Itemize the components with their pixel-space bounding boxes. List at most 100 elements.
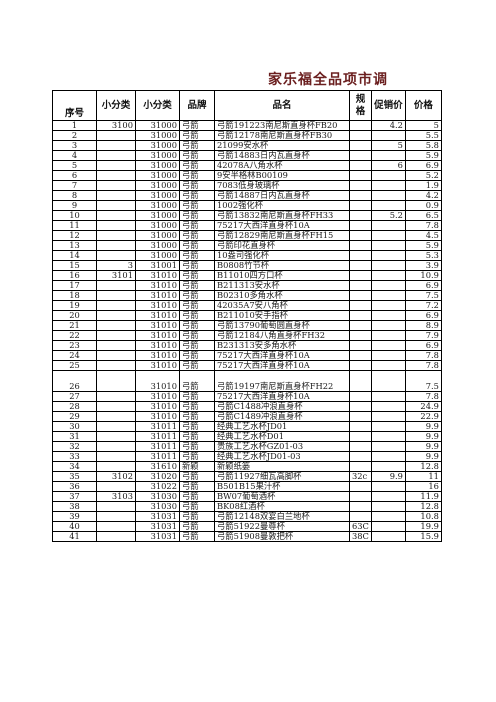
row-seq: 2: [52, 130, 97, 141]
row-price: 5.3: [404, 250, 442, 261]
row-subcategory-1: [96, 441, 136, 452]
row-subcategory-2: 31010: [135, 401, 180, 412]
row-brand: 弓箭: [179, 521, 215, 532]
row-product-name: 弓箭12184八角直身杯FH32: [214, 330, 350, 341]
row-product-name: BW07葡萄酒杯: [214, 491, 350, 502]
row-seq: 25: [52, 360, 97, 371]
header-promo-price: 促销价: [370, 90, 406, 121]
row-product-name: 弓箭11927细瓦高脚杯: [214, 471, 350, 482]
row-brand: 弓箭: [179, 300, 215, 311]
row-subcategory-2: 31000: [135, 190, 180, 201]
row-brand: 弓箭: [179, 340, 215, 351]
header-seq: 序号: [52, 90, 97, 121]
row-brand: 弓箭: [179, 481, 215, 492]
row-spec: [349, 120, 372, 131]
row-subcategory-1: [96, 350, 136, 361]
row-price: 5.5: [404, 130, 442, 141]
row-price: 5.9: [404, 240, 442, 251]
row-brand: 弓箭: [179, 531, 215, 542]
table-row: 31 31011 弓箭 经典工艺水杯D01 9.9: [52, 431, 442, 442]
row-product-name: BK08红酒杯: [214, 501, 350, 512]
row-brand: 弓箭: [179, 160, 215, 171]
table-row: 26 31010 弓箭 弓箭19197南尼斯直身杯FH22 7.5: [52, 370, 442, 392]
row-spec: [349, 220, 372, 231]
row-spec: [349, 150, 372, 161]
row-seq: 20: [52, 310, 97, 321]
table-row: 7 31000 弓箭 7083低身玻璃杯 1.9: [52, 180, 442, 191]
table-row: 8 31000 弓箭 弓箭14887日内瓦直身杯 4.2: [52, 190, 442, 201]
row-product-name: 弓箭51908曼敦把杯: [214, 531, 350, 542]
row-subcategory-1: [96, 150, 136, 161]
row-price: 7.8: [404, 360, 442, 371]
row-promo-price: [370, 220, 406, 231]
row-price: 1.9: [404, 180, 442, 191]
row-price: 9.9: [404, 431, 442, 442]
row-product-name: 10盎司强化杯: [214, 250, 350, 261]
row-subcategory-1: [96, 340, 136, 351]
row-spec: [349, 431, 372, 442]
row-spec: [349, 451, 372, 462]
row-product-name: 弓箭12178南尼斯直身杯FB30: [214, 130, 350, 141]
row-seq: 39: [52, 511, 97, 522]
row-price: 7.5: [404, 290, 442, 301]
row-promo-price: [370, 280, 406, 291]
row-seq: 11: [52, 220, 97, 231]
row-product-name: 弓箭12829南尼斯直身杯FH15: [214, 230, 350, 241]
row-promo-price: [370, 511, 406, 522]
table-row: 37 3103 31030 弓箭 BW07葡萄酒杯 11.9: [52, 491, 442, 502]
row-product-name: 弓箭13832南尼斯直身杯FH33: [214, 210, 350, 221]
row-promo-price: [370, 411, 406, 422]
row-subcategory-1: [96, 180, 136, 191]
row-spec: [349, 270, 372, 281]
row-price: 3.9: [404, 260, 442, 271]
row-product-name: 经典工艺水杯D01: [214, 431, 350, 442]
row-subcategory-1: [96, 200, 136, 211]
table-row: 23 31010 弓箭 B231313安多角水杯 6.9: [52, 340, 442, 351]
row-seq: 1: [52, 120, 97, 131]
table-row: 3 31000 弓箭 21099安水杯 5 5.8: [52, 140, 442, 151]
row-product-name: 弓箭14887日内瓦直身杯: [214, 190, 350, 201]
row-brand: 弓箭: [179, 170, 215, 181]
row-subcategory-1: 3100: [96, 120, 136, 131]
row-spec: [349, 250, 372, 261]
row-promo-price: [370, 240, 406, 251]
row-seq: 28: [52, 401, 97, 412]
row-price: 6.9: [404, 340, 442, 351]
row-promo-price: [370, 340, 406, 351]
row-seq: 26: [52, 370, 97, 392]
row-product-name: 弓箭C1489冲浪直身杯: [214, 411, 350, 422]
row-spec: [349, 300, 372, 311]
table-row: 5 31000 弓箭 42078A八角水杯 6 6.9: [52, 160, 442, 171]
table-row: 14 31000 弓箭 10盎司强化杯 5.3: [52, 250, 442, 261]
row-seq: 35: [52, 471, 97, 482]
row-seq: 40: [52, 521, 97, 532]
row-price: 12.8: [404, 461, 442, 472]
row-subcategory-1: [96, 370, 136, 392]
row-promo-price: 4.2: [370, 120, 406, 131]
row-price: 5.8: [404, 140, 442, 151]
table-row: 40 31031 弓箭 弓箭51922曼尊杯 63C 19.9: [52, 521, 442, 532]
row-promo-price: 5: [370, 140, 406, 151]
row-subcategory-1: [96, 230, 136, 241]
table-row: 21 31010 弓箭 弓箭13790葡萄圆直身杯 8.9: [52, 320, 442, 331]
row-product-name: 42078A八角水杯: [214, 160, 350, 171]
row-brand: 弓箭: [179, 230, 215, 241]
row-product-name: 1002强化杯: [214, 200, 350, 211]
table-row: 17 31010 弓箭 B211313安水杯 6.9: [52, 280, 442, 291]
row-subcategory-1: [96, 220, 136, 231]
table-row: 41 31031 弓箭 弓箭51908曼敦把杯 38C 15.9: [52, 531, 442, 542]
row-seq: 38: [52, 501, 97, 512]
row-subcategory-2: 31010: [135, 391, 180, 402]
row-seq: 9: [52, 200, 97, 211]
row-subcategory-2: 31030: [135, 501, 180, 512]
row-spec: [349, 501, 372, 512]
row-price: 9.9: [404, 421, 442, 432]
row-subcategory-1: [96, 300, 136, 311]
row-seq: 12: [52, 230, 97, 241]
table-row: 11 31000 弓箭 75217大西洋直身杯10A 7.8: [52, 220, 442, 231]
row-seq: 22: [52, 330, 97, 341]
row-subcategory-2: 31022: [135, 481, 180, 492]
row-product-name: 75217大西洋直身杯10A: [214, 391, 350, 402]
row-spec: 32c: [349, 471, 372, 482]
row-promo-price: 6: [370, 160, 406, 171]
